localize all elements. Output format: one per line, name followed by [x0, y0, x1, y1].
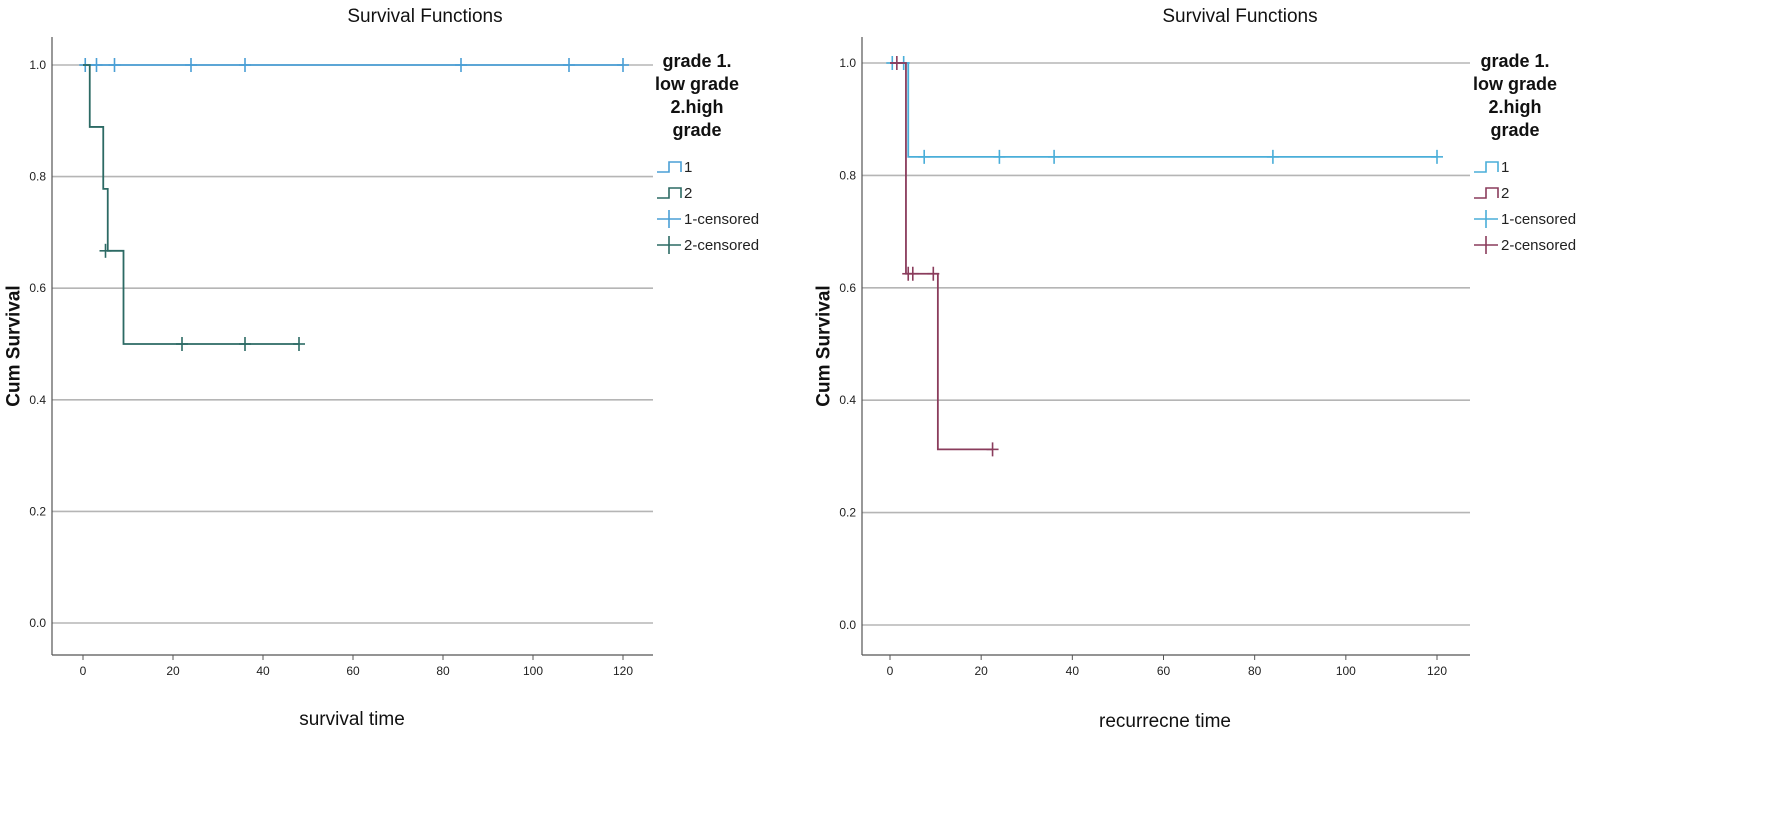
y-tick-label: 0.8 — [839, 168, 856, 182]
censor-mark-2 — [927, 266, 940, 281]
censor-mark-2 — [239, 337, 251, 351]
y-axis-label: Cum Survival — [814, 285, 835, 406]
y-tick-label: 0.0 — [29, 616, 46, 630]
chart-2: Survival Functions 0.0 0.2 0.4 0.6 0.8 1.0 0 20 4… — [814, 6, 1577, 732]
legend-label: 1 — [1501, 159, 1509, 176]
censor-mark-1 — [108, 58, 121, 72]
x-axis-label: recurrecne time — [1099, 711, 1231, 732]
legend-entry: 1 — [1474, 159, 1509, 176]
legend-swatch-step — [657, 187, 682, 199]
x-tick-label: 60 — [346, 664, 360, 678]
y-tick-label: 0.2 — [29, 504, 46, 518]
legend-swatch-step — [1474, 187, 1499, 199]
x-tick-label: 20 — [974, 664, 988, 678]
y-tick-label: 1.0 — [839, 56, 856, 70]
censor-mark-1 — [1048, 149, 1061, 164]
censor-mark-2 — [176, 337, 188, 351]
y-axis-label: Cum Survival — [4, 285, 25, 406]
series-line-2 — [890, 62, 993, 451]
legend-swatch-step — [1474, 161, 1499, 173]
x-tick-label: 80 — [1248, 664, 1262, 678]
series-line-1 — [890, 62, 1437, 158]
x-tick-label: 100 — [1336, 664, 1356, 678]
censor-mark-1 — [993, 149, 1006, 164]
x-tick-label: 60 — [1157, 664, 1171, 678]
legend-entry: 1 — [657, 159, 692, 176]
censor-mark-2 — [890, 56, 903, 70]
x-tick-label: 20 — [166, 664, 180, 678]
censor-mark-1 — [617, 58, 629, 72]
x-tick-label: 0 — [80, 664, 87, 678]
censor-mark-1 — [918, 149, 931, 164]
legend: grade 1. low grade 2.high grade 1 2 1-censored… — [655, 51, 759, 254]
censor-mark-1 — [90, 58, 103, 72]
censor-mark-2 — [906, 266, 919, 281]
legend-entry: 2-censored — [1474, 236, 1576, 254]
y-tick-label: 0.6 — [29, 281, 46, 295]
legend-title-line: 2.high — [671, 97, 724, 117]
chart-1: Survival Functions 0.0 0.2 0.4 0.6 0.8 1.0 0 20 4… — [4, 6, 760, 730]
legend-label: 2 — [1501, 185, 1509, 202]
censor-mark-1 — [185, 58, 197, 72]
x-tick-label: 100 — [523, 664, 543, 678]
legend-entry: 2-censored — [657, 236, 759, 254]
censor-mark-1 — [563, 58, 575, 72]
censor-mark-1 — [455, 58, 467, 72]
legend-title-line: grade — [1490, 120, 1539, 140]
legend: grade 1. low grade 2.high grade 1 2 1-censored… — [1473, 51, 1576, 254]
censor-mark-1 — [239, 58, 251, 72]
legend-entry: 2 — [657, 185, 692, 202]
x-tick-label: 40 — [256, 664, 270, 678]
x-tick-label: 0 — [887, 664, 894, 678]
legend-label: 1 — [684, 159, 692, 176]
x-tick-label: 120 — [1427, 664, 1447, 678]
censor-mark-2 — [293, 337, 305, 351]
legend-entry: 1-censored — [657, 210, 759, 228]
legend-label: 2 — [684, 185, 692, 202]
x-tick-label: 80 — [436, 664, 450, 678]
legend-entry: 2 — [1474, 185, 1509, 202]
y-tick-label: 0.6 — [839, 281, 856, 295]
y-tick-label: 0.4 — [839, 393, 856, 407]
x-tick-label: 120 — [613, 664, 633, 678]
legend-label: 2-censored — [684, 237, 759, 254]
legend-title-line: low grade — [1473, 74, 1557, 94]
legend-title-line: grade 1. — [1480, 51, 1549, 71]
legend-swatch-step — [657, 161, 682, 173]
series-line-2 — [83, 64, 299, 345]
x-axis-label: survival time — [299, 709, 405, 730]
legend-entry: 1-censored — [1474, 210, 1576, 228]
legend-title-line: 2.high — [1489, 97, 1542, 117]
legend-label: 1-censored — [684, 211, 759, 228]
legend-label: 1-censored — [1501, 211, 1576, 228]
x-tick-label: 40 — [1066, 664, 1080, 678]
legend-title-line: grade 1. — [662, 51, 731, 71]
y-tick-label: 0.2 — [839, 506, 856, 520]
legend-title-line: low grade — [655, 74, 739, 94]
y-tick-label: 0.0 — [839, 618, 856, 632]
censor-mark-2 — [986, 442, 999, 457]
legend-label: 2-censored — [1501, 237, 1576, 254]
y-tick-label: 0.8 — [29, 170, 46, 184]
censor-mark-1 — [1266, 149, 1279, 164]
censor-mark-1 — [1431, 149, 1443, 164]
y-tick-label: 0.4 — [29, 393, 46, 407]
censor-mark-2 — [99, 243, 112, 258]
chart-title: Survival Functions — [1162, 6, 1317, 27]
y-tick-label: 1.0 — [29, 58, 46, 72]
legend-title-line: grade — [672, 120, 721, 140]
chart-title: Survival Functions — [347, 6, 502, 27]
